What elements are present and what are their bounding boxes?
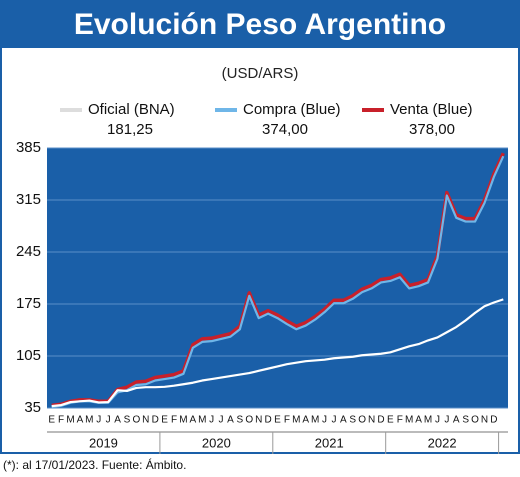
x-tick-label: D bbox=[377, 415, 384, 426]
y-tick-label: 35 bbox=[24, 399, 41, 416]
x-tick-label: A bbox=[189, 415, 196, 426]
year-label: 2022 bbox=[428, 435, 457, 450]
x-tick-label: S bbox=[349, 415, 356, 426]
y-tick-label: 105 bbox=[16, 347, 41, 364]
legend-value: 181,25 bbox=[107, 121, 153, 138]
legend-label: Oficial (BNA) bbox=[88, 101, 175, 118]
x-tick-label: S bbox=[462, 415, 469, 426]
x-tick-label: M bbox=[405, 415, 413, 426]
legend-label: Compra (Blue) bbox=[243, 101, 341, 118]
x-tick-label: F bbox=[171, 415, 177, 426]
legend-value: 378,00 bbox=[409, 121, 455, 138]
y-tick-label: 315 bbox=[16, 191, 41, 208]
legend-label: Venta (Blue) bbox=[390, 101, 473, 118]
x-tick-label: D bbox=[490, 415, 497, 426]
x-tick-label: J bbox=[96, 415, 101, 426]
series-line bbox=[51, 298, 504, 408]
x-tick-label: F bbox=[58, 415, 64, 426]
x-tick-label: N bbox=[368, 415, 375, 426]
x-tick-label: J bbox=[219, 415, 224, 426]
x-tick-label: E bbox=[161, 415, 168, 426]
x-tick-label: D bbox=[264, 415, 271, 426]
x-tick-label: A bbox=[415, 415, 422, 426]
title-banner bbox=[2, 2, 518, 48]
chart-title: Evolución Peso Argentino bbox=[74, 8, 446, 41]
y-tick-label: 385 bbox=[16, 139, 41, 156]
x-tick-label: O bbox=[245, 415, 253, 426]
y-tick-label: 245 bbox=[16, 243, 41, 260]
x-tick-label: O bbox=[358, 415, 366, 426]
x-tick-label: S bbox=[237, 415, 244, 426]
x-tick-label: J bbox=[106, 415, 111, 426]
x-tick-label: M bbox=[424, 415, 432, 426]
x-tick-label: J bbox=[435, 415, 440, 426]
footnote: (*): al 17/01/2023. Fuente: Ámbito. bbox=[3, 457, 186, 472]
x-tick-label: A bbox=[227, 415, 234, 426]
x-tick-label: M bbox=[198, 415, 206, 426]
x-tick-label: M bbox=[66, 415, 74, 426]
x-tick-label: J bbox=[444, 415, 449, 426]
x-tick-label: M bbox=[179, 415, 187, 426]
x-tick-label: A bbox=[77, 415, 84, 426]
year-label: 2021 bbox=[315, 435, 344, 450]
year-label: 2020 bbox=[202, 435, 231, 450]
legend-value: 374,00 bbox=[262, 121, 308, 138]
x-tick-label: N bbox=[481, 415, 488, 426]
x-tick-label: A bbox=[114, 415, 121, 426]
x-tick-label: E bbox=[48, 415, 55, 426]
x-tick-label: J bbox=[331, 415, 336, 426]
x-tick-label: F bbox=[397, 415, 403, 426]
x-tick-label: E bbox=[274, 415, 281, 426]
chart-subtitle: (USD/ARS) bbox=[222, 65, 299, 82]
year-label: 2019 bbox=[89, 435, 118, 450]
x-tick-label: N bbox=[255, 415, 262, 426]
x-tick-label: A bbox=[453, 415, 460, 426]
x-tick-label: E bbox=[387, 415, 394, 426]
x-tick-label: O bbox=[132, 415, 140, 426]
x-tick-label: S bbox=[124, 415, 131, 426]
x-tick-label: M bbox=[85, 415, 93, 426]
x-tick-label: N bbox=[142, 415, 149, 426]
x-tick-label: A bbox=[340, 415, 347, 426]
x-tick-label: M bbox=[292, 415, 300, 426]
x-tick-label: A bbox=[302, 415, 309, 426]
plot-area bbox=[47, 148, 508, 408]
y-tick-label: 175 bbox=[16, 295, 41, 312]
x-tick-label: J bbox=[322, 415, 327, 426]
x-tick-label: J bbox=[209, 415, 214, 426]
x-tick-label: O bbox=[471, 415, 479, 426]
x-tick-label: F bbox=[284, 415, 290, 426]
x-tick-label: M bbox=[311, 415, 319, 426]
x-tick-label: D bbox=[152, 415, 159, 426]
